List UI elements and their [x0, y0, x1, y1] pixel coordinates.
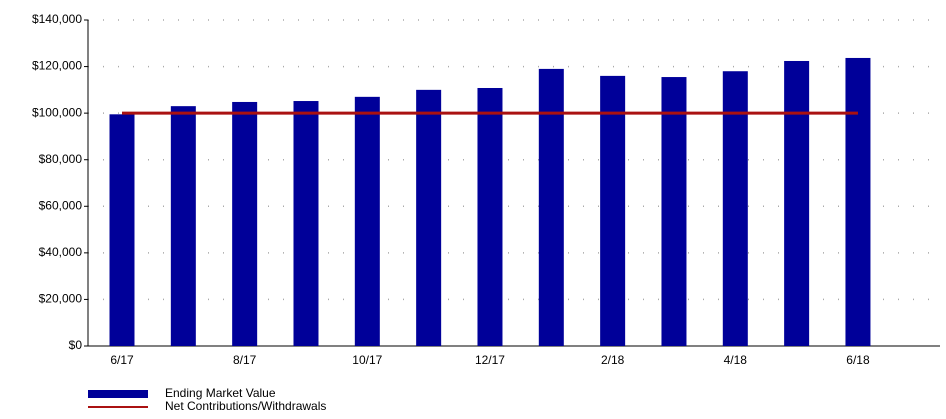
bar [232, 101, 258, 346]
bar [600, 75, 626, 346]
legend-swatch [88, 390, 148, 398]
x-tick-label: 6/18 [846, 353, 870, 367]
y-tick-label: $120,000 [32, 59, 82, 73]
y-tick-label: $20,000 [39, 292, 83, 306]
bar [661, 77, 687, 347]
legend-label: Net Contributions/Withdrawals [165, 399, 326, 413]
x-tick-label: 10/17 [352, 353, 382, 367]
bar [170, 106, 196, 347]
y-tick-label: $0 [69, 338, 83, 352]
x-tick-label: 2/18 [601, 353, 625, 367]
bar [477, 87, 503, 346]
bar [722, 71, 748, 346]
x-tick-label: 12/17 [475, 353, 505, 367]
bar [416, 89, 442, 346]
bar [354, 96, 380, 346]
x-tick-label: 8/17 [233, 353, 257, 367]
legend-label: Ending Market Value [165, 386, 276, 400]
y-tick-label: $140,000 [32, 12, 82, 26]
bar [293, 101, 319, 346]
y-tick-label: $100,000 [32, 105, 82, 119]
bar [538, 68, 564, 347]
y-tick-label: $60,000 [39, 198, 83, 212]
bar [109, 114, 135, 346]
y-tick-label: $80,000 [39, 152, 83, 166]
y-tick-label: $40,000 [39, 245, 83, 259]
x-tick-label: 4/18 [724, 353, 748, 367]
x-tick-label: 6/17 [110, 353, 134, 367]
bar [845, 57, 871, 346]
bar [784, 60, 810, 347]
